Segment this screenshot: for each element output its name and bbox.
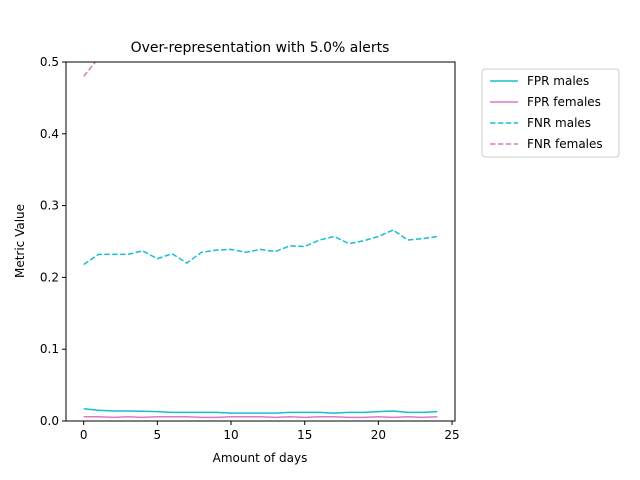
y-tick-label: 0.4	[40, 127, 59, 141]
chart-title: Over-representation with 5.0% alerts	[131, 40, 390, 56]
plot-area	[83, 62, 438, 419]
legend-label: FPR females	[527, 95, 601, 109]
x-tick-label: 20	[371, 428, 386, 442]
y-tick-label: 0.0	[40, 414, 59, 428]
y-tick-label: 0.2	[40, 270, 59, 284]
y-tick-label: 0.3	[40, 199, 59, 213]
legend-label: FNR females	[527, 137, 603, 151]
x-tick-label: 15	[297, 428, 312, 442]
y-tick-label: 0.5	[40, 55, 59, 69]
x-axis-label: Amount of days	[213, 451, 308, 465]
y-axis-label: Metric Value	[13, 204, 27, 278]
plot-frame	[65, 61, 456, 422]
legend-label: FPR males	[527, 74, 589, 88]
y-tick-label: 0.1	[40, 342, 59, 356]
x-tick-label: 0	[80, 428, 88, 442]
x-tick-label: 10	[223, 428, 238, 442]
legend-label: FNR males	[527, 116, 591, 130]
series-line	[83, 408, 438, 414]
x-tick-label: 25	[444, 428, 459, 442]
x-tick-label: 5	[154, 428, 162, 442]
legend-box	[481, 68, 620, 158]
series-line	[83, 415, 438, 419]
series-line	[83, 62, 97, 77]
series-line	[83, 229, 438, 266]
